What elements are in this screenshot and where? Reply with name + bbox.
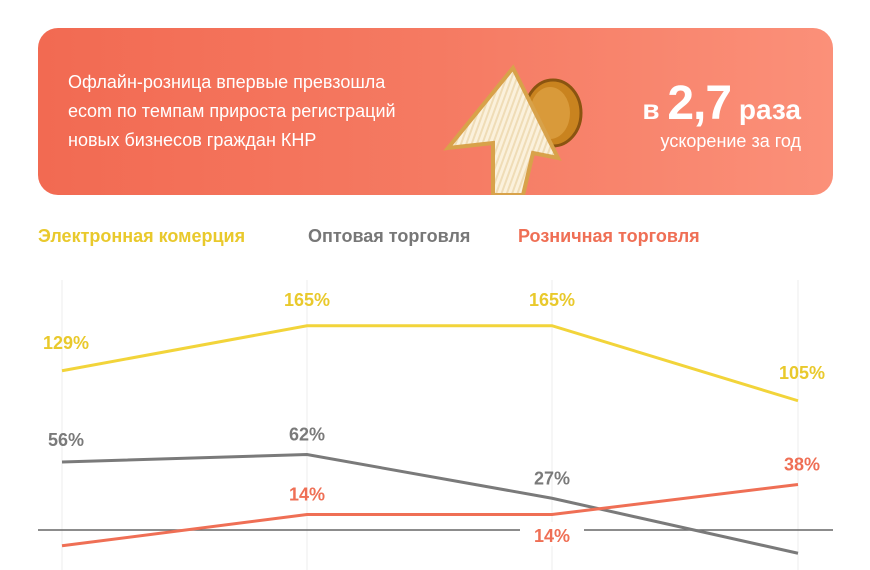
arrow-up-with-coin-icon	[443, 64, 583, 195]
series-line-3	[61, 483, 799, 548]
data-label: 14%	[289, 485, 325, 505]
big-prefix: в	[642, 94, 660, 125]
data-label: 105%	[779, 363, 825, 383]
acceleration-value: в 2,7 раза	[642, 76, 801, 131]
legend-retail: Розничная торговля	[518, 226, 700, 246]
banner-line: ecom по темпам прироста регистраций	[68, 101, 396, 121]
banner-subtitle: ускорение за год	[660, 131, 801, 151]
data-label: 56%	[48, 430, 84, 450]
series-line-1	[61, 324, 799, 403]
data-label: 62%	[289, 425, 325, 445]
summary-banner: Офлайн-розница впервые превзошла ecom по…	[38, 28, 833, 195]
data-label: 165%	[284, 290, 330, 310]
banner-text: Офлайн-розница впервые превзошла ecom по…	[68, 68, 448, 155]
big-number: 2,7	[667, 77, 732, 130]
legend-ecommerce: Электронная комерция	[38, 226, 246, 246]
banner-line: новых бизнесов граждан КНР	[68, 130, 317, 150]
data-label: 38%	[784, 455, 820, 475]
banner-line: Офлайн-розница впервые превзошла	[68, 72, 386, 92]
legend-wholesale: Оптовая торговля	[308, 226, 471, 246]
data-label: 14%	[534, 526, 570, 546]
label-bg	[520, 522, 584, 546]
data-label: 27%	[534, 468, 570, 488]
data-label: 129%	[43, 333, 89, 353]
data-label: 165%	[529, 290, 575, 310]
series-line-2	[61, 452, 799, 555]
big-suffix: раза	[738, 94, 801, 125]
